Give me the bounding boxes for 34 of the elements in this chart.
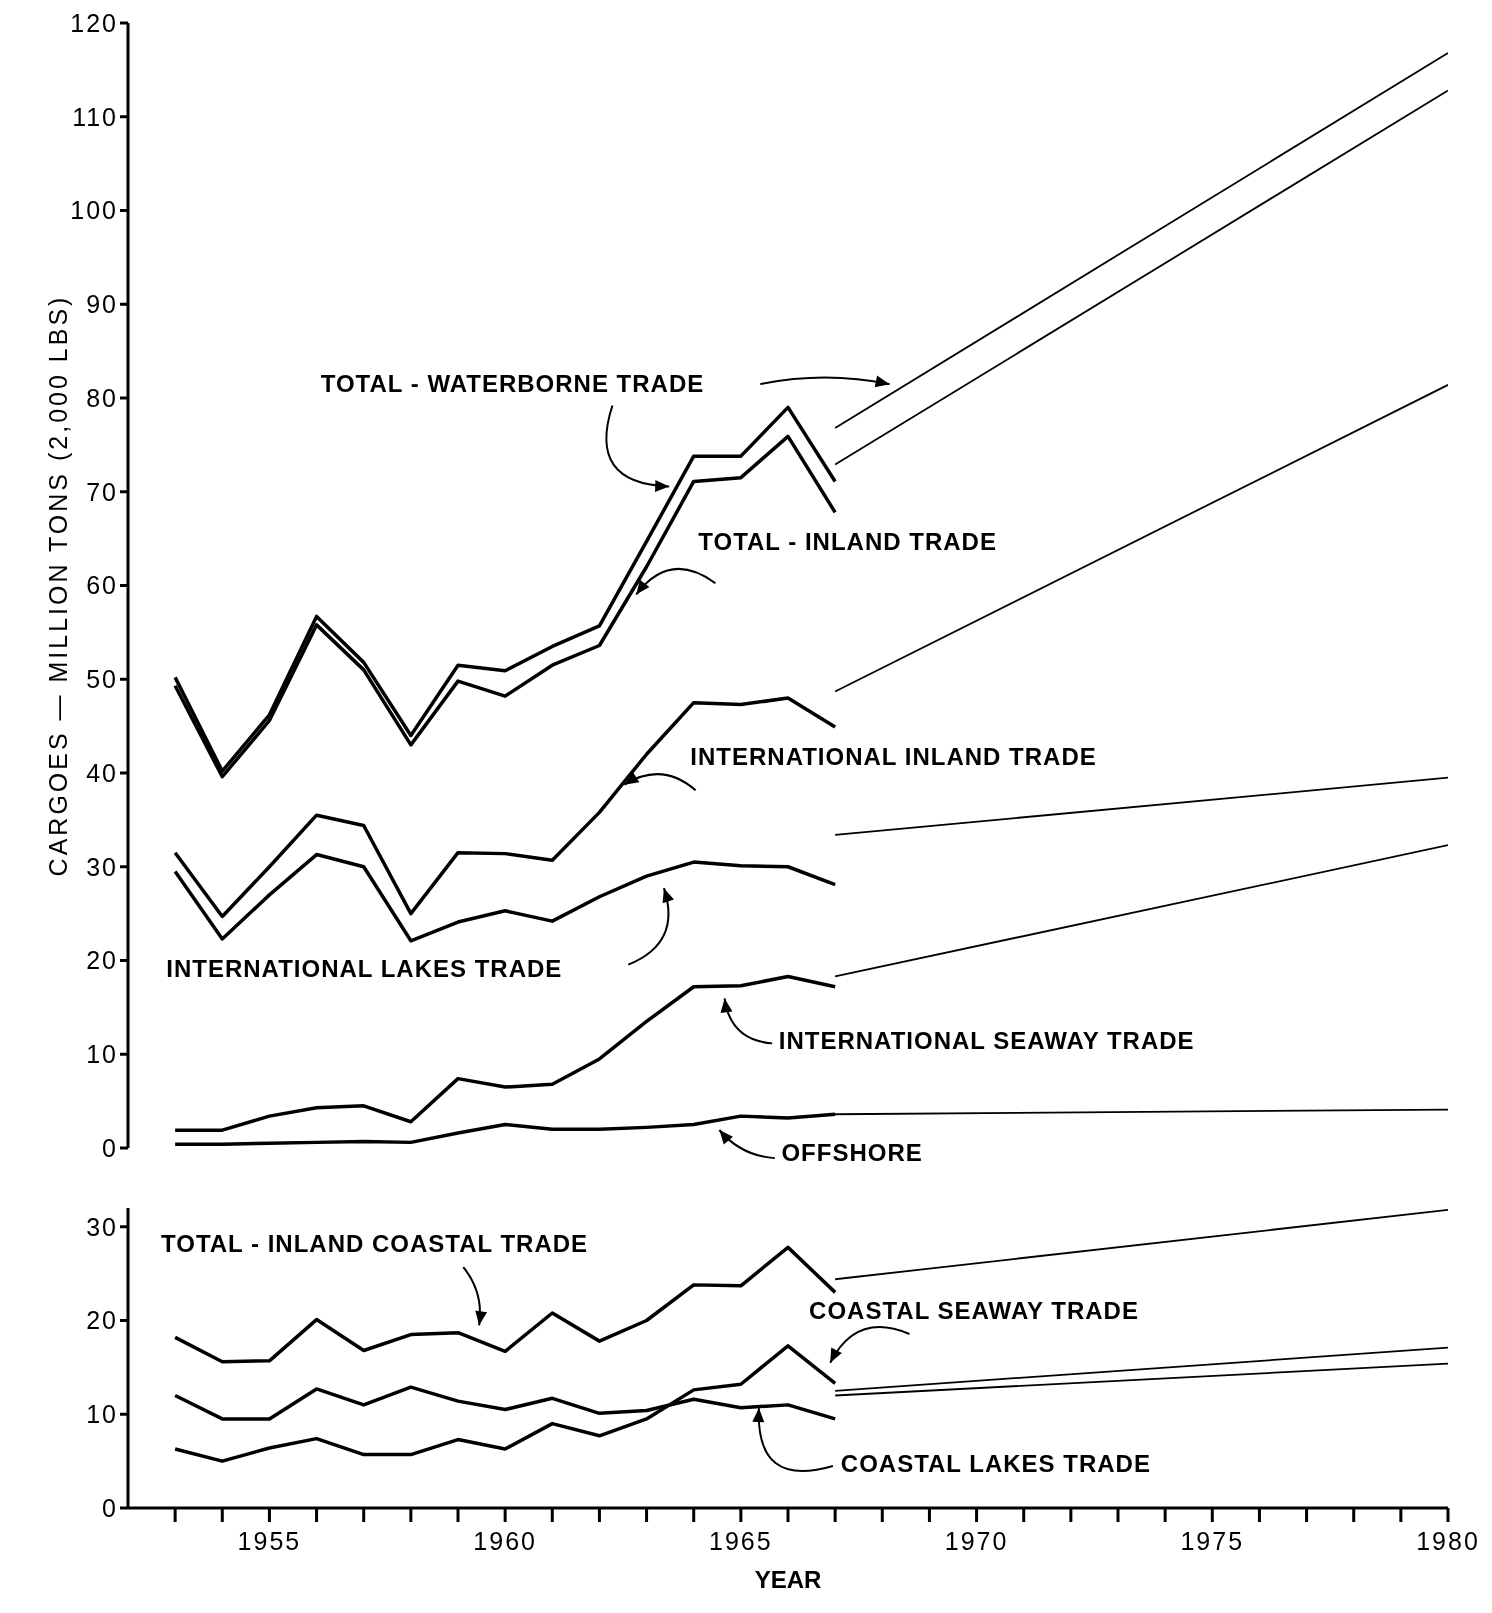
x-tick-label: 1970 (944, 1526, 1009, 1555)
y-tick-label: 20 (86, 1306, 118, 1335)
y-tick-label: 60 (86, 571, 118, 600)
y-tick-label: 110 (72, 102, 118, 131)
y-tick-label: 10 (86, 1400, 118, 1429)
y-tick-label: 70 (86, 477, 118, 506)
y-tick-label: 0 (102, 1493, 118, 1522)
x-tick-label: 1955 (237, 1526, 302, 1555)
y-tick-label: 30 (86, 852, 118, 881)
text: TOTAL - WATERBORNE TRADE (320, 369, 705, 397)
x-tick-label: 1960 (473, 1526, 537, 1555)
series-label: INTERNATIONAL LAKES TRADE (166, 954, 563, 982)
y-tick-label: 120 (70, 8, 118, 37)
x-tick-label: 1975 (1180, 1526, 1245, 1555)
y-axis-title: CARGOES — MILLION TONS (2,000 LBS) (43, 294, 72, 877)
y-tick-label: 20 (86, 946, 118, 975)
text: TOTAL - INLAND COASTAL TRADE (161, 1229, 589, 1257)
y-tick-label: 10 (86, 1040, 118, 1069)
x-tick-label: 1965 (709, 1526, 773, 1555)
y-tick-label: 40 (86, 758, 118, 787)
y-tick-label: 50 (86, 665, 118, 694)
x-tick-label: 1980 (1416, 1526, 1480, 1555)
series-label: TOTAL - INLAND TRADE (698, 528, 997, 556)
y-tick-label: 80 (86, 383, 118, 412)
y-tick-label: 90 (86, 290, 118, 319)
y-tick-label: 0 (102, 1133, 118, 1162)
legend-label: OFFSHORE (781, 1139, 923, 1167)
y-tick-label: 30 (86, 1212, 118, 1241)
series-label: COASTAL SEAWAY TRADE (809, 1296, 1139, 1324)
y-tick-label: 100 (70, 196, 118, 225)
series-label: INTERNATIONAL SEAWAY TRADE (778, 1026, 1195, 1054)
series-label: COASTAL LAKES TRADE (840, 1450, 1151, 1478)
series-label: INTERNATIONAL INLAND TRADE (690, 743, 1097, 771)
x-axis-title: YEAR (754, 1566, 822, 1593)
